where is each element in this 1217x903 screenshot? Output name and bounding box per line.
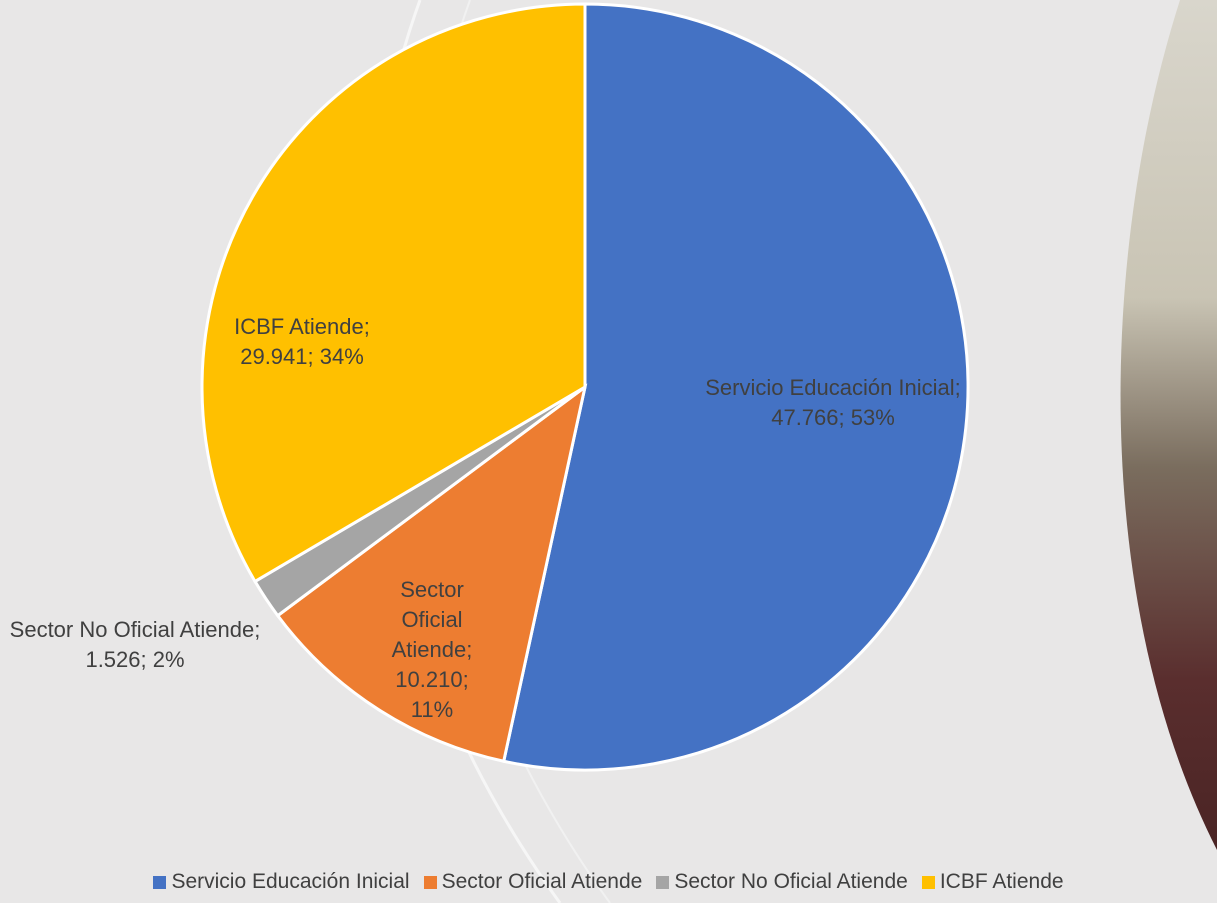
chart bbox=[0, 0, 1217, 903]
legend-item: Sector No Oficial Atiende bbox=[656, 870, 907, 894]
legend-swatch bbox=[424, 876, 437, 889]
data-label: Sector No Oficial Atiende; 1.526; 2% bbox=[5, 615, 265, 675]
photo bbox=[1121, 0, 1217, 850]
legend-swatch bbox=[922, 876, 935, 889]
slide: Servicio Educación Inicial; 47.766; 53% S… bbox=[0, 0, 1217, 903]
legend-item: Sector Oficial Atiende bbox=[424, 870, 643, 894]
legend-label: Sector No Oficial Atiende bbox=[674, 870, 907, 894]
data-label: Sector Oficial Atiende; 10.210; 11% bbox=[380, 575, 485, 725]
legend-swatch bbox=[153, 876, 166, 889]
legend: Servicio Educación Inicial Sector Oficial… bbox=[0, 870, 1217, 894]
legend-label: Servicio Educación Inicial bbox=[171, 870, 409, 894]
legend-item: ICBF Atiende bbox=[922, 870, 1064, 894]
legend-label: ICBF Atiende bbox=[940, 870, 1064, 894]
data-label: ICBF Atiende; 29.941; 34% bbox=[207, 312, 397, 372]
data-label: Servicio Educación Inicial; 47.766; 53% bbox=[703, 373, 963, 433]
legend-label: Sector Oficial Atiende bbox=[442, 870, 643, 894]
legend-swatch bbox=[656, 876, 669, 889]
legend-item: Servicio Educación Inicial bbox=[153, 870, 409, 894]
